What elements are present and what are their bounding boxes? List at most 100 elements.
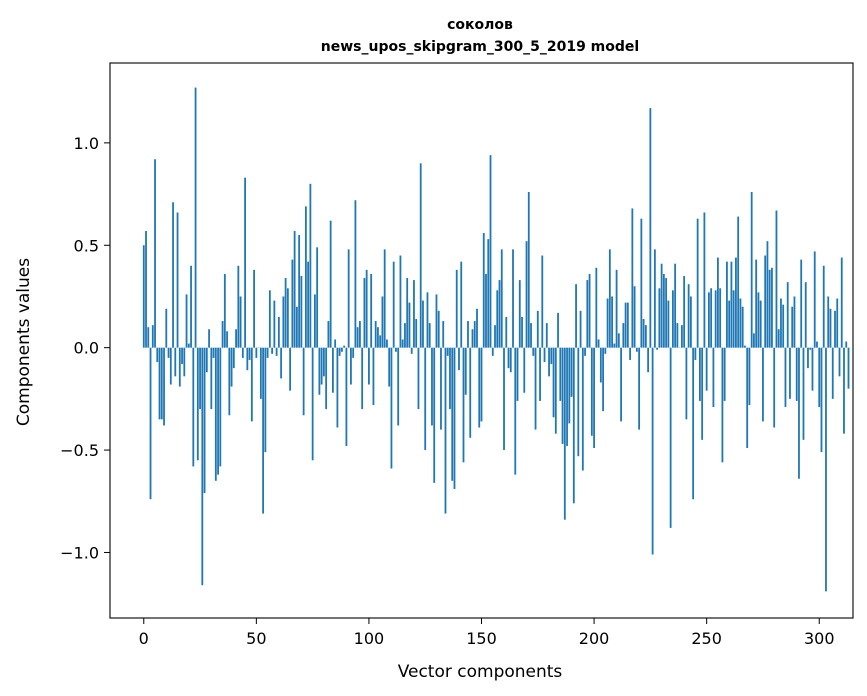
bar-273: [757, 292, 760, 348]
bar-33: [217, 347, 219, 475]
bar-121: [415, 319, 418, 348]
bar-5: [154, 159, 156, 348]
bar-21: [190, 265, 192, 348]
bar-96: [359, 321, 361, 348]
bar-62: [282, 296, 285, 348]
bar-254: [714, 290, 717, 348]
bar-60: [277, 316, 280, 348]
bar-190: [570, 347, 573, 397]
bar-83: [329, 220, 332, 348]
bar-231: [662, 273, 665, 348]
bar-3: [149, 347, 152, 500]
bar-200: [593, 347, 595, 449]
bar-213: [622, 323, 625, 348]
bar-157: [496, 290, 499, 348]
bar-81: [325, 347, 328, 410]
bar-291: [798, 347, 800, 479]
bar-136: [449, 347, 451, 410]
bar-252: [710, 288, 713, 348]
bar-246: [696, 218, 699, 348]
bar-1: [145, 230, 147, 348]
bar-196: [584, 347, 586, 356]
bar-85: [334, 339, 337, 348]
bar-37: [226, 331, 228, 348]
bar-91: [347, 249, 350, 348]
y-axis-ticks: −1.0 −0.5 0.0 0.5 1.0: [60, 134, 110, 562]
bar-134: [444, 347, 447, 514]
bar-258: [723, 347, 726, 401]
bar-241: [685, 347, 688, 420]
bar-277: [766, 241, 769, 348]
bar-284: [782, 304, 785, 348]
bar-112: [395, 347, 397, 352]
bar-130: [435, 294, 438, 348]
bar-299: [816, 341, 818, 348]
bar-70: [300, 275, 303, 348]
bar-28: [205, 347, 208, 373]
y-tick-label: −1.0: [60, 543, 99, 562]
bar-186: [561, 347, 564, 444]
bar-150: [480, 347, 483, 422]
bar-272: [755, 259, 758, 348]
bar-274: [759, 300, 762, 348]
bar-125: [424, 347, 427, 451]
bar-249: [703, 212, 706, 348]
bar-181: [550, 347, 553, 365]
bar-310: [840, 257, 843, 348]
bar-257: [721, 347, 724, 463]
bar-191: [572, 347, 575, 504]
bar-0: [142, 245, 145, 348]
bar-25: [199, 347, 201, 410]
bar-253: [712, 347, 715, 408]
y-tick-label: 0.0: [74, 339, 99, 358]
x-tick-label: 0: [139, 629, 149, 648]
bar-117: [406, 278, 409, 348]
bar-305: [829, 308, 832, 348]
bar-87: [338, 347, 341, 356]
bar-176: [539, 347, 541, 401]
bar-48: [250, 347, 253, 422]
bar-279: [771, 267, 773, 348]
bar-113: [397, 347, 400, 426]
bar-153: [487, 239, 490, 348]
bar-8: [160, 347, 163, 420]
bar-243: [689, 296, 692, 348]
bar-75: [311, 347, 314, 461]
bar-72: [304, 206, 307, 348]
bar-294: [804, 282, 807, 348]
bar-293: [802, 347, 805, 440]
bar-116: [404, 323, 406, 348]
bar-255: [717, 257, 719, 348]
bar-59: [275, 347, 278, 356]
bar-244: [692, 347, 695, 500]
bar-127: [428, 323, 431, 348]
bar-140: [458, 347, 460, 371]
bar-245: [694, 347, 697, 360]
bar-137: [451, 347, 454, 481]
bar-19: [185, 294, 188, 348]
bar-45: [244, 177, 246, 348]
bar-168: [521, 316, 523, 348]
bar-175: [536, 310, 539, 348]
bar-260: [728, 300, 731, 348]
bar-152: [485, 273, 487, 348]
bar-155: [491, 347, 494, 356]
plot-frame: [109, 62, 854, 619]
bar-64: [286, 288, 289, 348]
bar-20: [187, 343, 190, 348]
x-axis-label: Vector components: [398, 662, 563, 682]
bar-122: [417, 347, 420, 410]
bar-110: [390, 347, 393, 469]
bar-226: [651, 347, 654, 555]
bar-128: [431, 347, 433, 426]
bar-170: [525, 241, 528, 348]
bar-164: [512, 249, 514, 348]
bar-27: [203, 347, 206, 494]
bar-222: [642, 319, 645, 348]
bar-173: [532, 347, 535, 356]
bar-18: [183, 347, 186, 377]
bar-31: [212, 347, 215, 358]
bar-148: [476, 308, 478, 348]
bar-56: [268, 290, 271, 348]
